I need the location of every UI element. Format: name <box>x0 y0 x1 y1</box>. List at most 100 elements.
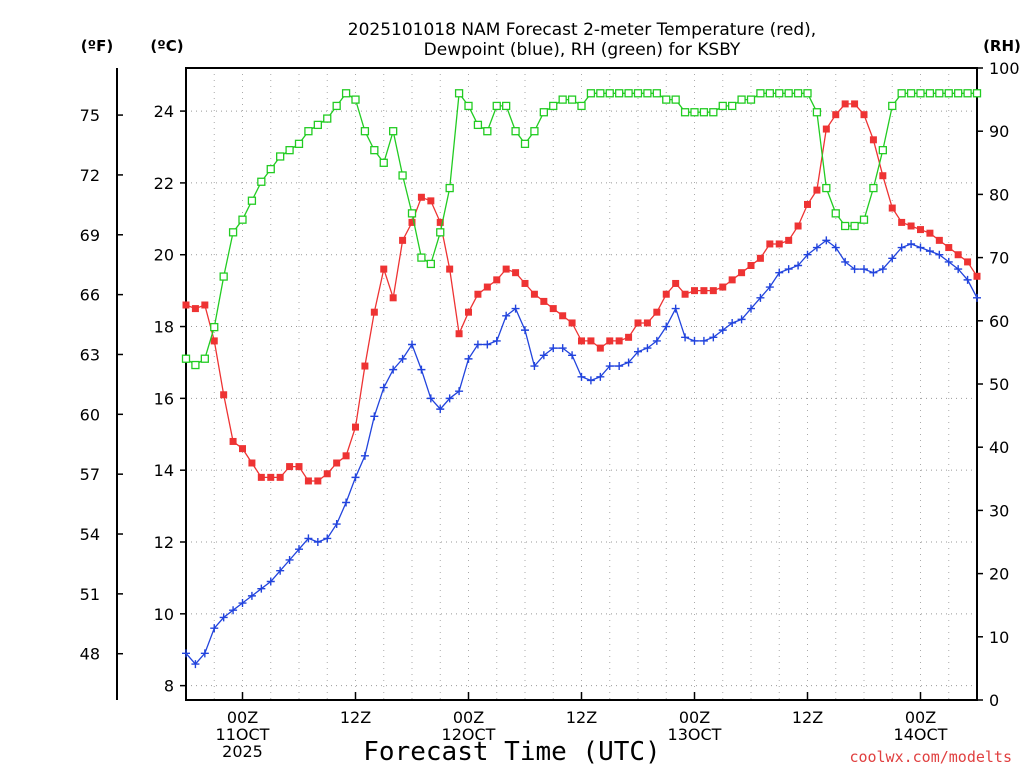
dewpoint-point <box>304 534 313 543</box>
dewpoint-point <box>728 318 737 327</box>
temperature-point <box>879 172 887 180</box>
dewpoint-point <box>295 545 303 554</box>
fahrenheit-tick-label: 75 <box>80 106 100 125</box>
temperature-point <box>888 204 896 212</box>
rh-point <box>285 146 294 155</box>
dewpoint-point <box>916 243 925 252</box>
rh-point <box>841 221 850 231</box>
dewpoint-point <box>709 333 718 342</box>
temperature-point <box>540 297 548 305</box>
dewpoint-point <box>521 326 529 335</box>
rh-point <box>483 127 492 136</box>
fahrenheit-tick-label: 72 <box>80 166 100 185</box>
dewpoint-point <box>690 336 699 345</box>
temperature-point <box>898 218 906 226</box>
rh-point <box>567 95 577 104</box>
temperature-point <box>220 391 228 399</box>
dewpoint-point <box>784 265 793 274</box>
temperature-point <box>502 265 510 273</box>
rh-point <box>370 146 379 155</box>
dewpoint-point <box>624 358 633 367</box>
dewpoint-point <box>869 268 878 277</box>
temperature-point <box>333 459 341 467</box>
plot-frame <box>185 67 978 701</box>
rh-point <box>888 101 897 111</box>
dewpoint-point <box>615 362 624 371</box>
temperature-point <box>483 283 491 291</box>
temperature-point <box>399 236 407 244</box>
temperature-point <box>389 294 397 302</box>
dewpoint-point <box>765 283 774 292</box>
fahrenheit-tick-label: 66 <box>80 286 100 305</box>
rh-point <box>916 89 925 98</box>
temperature-point <box>672 279 680 287</box>
time-tick-label: 00Z <box>227 708 258 727</box>
rh-point <box>803 89 812 98</box>
rh-point <box>539 108 548 117</box>
temperature-point <box>568 319 576 327</box>
temperature-point <box>917 226 924 234</box>
dewpoint-point <box>671 304 680 313</box>
rh-point <box>746 95 756 104</box>
dewpoint-point <box>794 261 803 270</box>
dewpoint-point <box>285 555 294 564</box>
fahrenheit-tick-label: 48 <box>80 645 100 664</box>
dewpoint-point <box>775 268 784 277</box>
rh-tick-label: 100 <box>989 59 1020 78</box>
temperature-point <box>559 312 567 320</box>
rh-point <box>294 139 304 148</box>
temperature-point <box>323 470 331 478</box>
temperature-point <box>653 308 661 316</box>
rh-point <box>633 89 643 98</box>
rh-point <box>615 89 624 98</box>
fahrenheit-unit-label: (ºF) <box>81 37 113 55</box>
dewpoint-point <box>398 354 407 363</box>
rh-tick-label: 50 <box>989 375 1009 394</box>
y-axis-ticks: 8 10 12 14 16 18 20 22 24 48 51 54 57 60 63 66 69 72 75 0 10… <box>80 59 1020 710</box>
rh-point <box>756 89 765 98</box>
dewpoint-point <box>850 265 859 274</box>
temperature-point <box>427 197 435 205</box>
temperature-point <box>436 218 444 226</box>
rh-point <box>492 101 501 111</box>
dewpoint-point <box>219 613 228 622</box>
temperature-point <box>709 287 717 295</box>
temperature-point <box>229 437 237 445</box>
rh-point <box>963 89 972 98</box>
dewpoint-point <box>313 538 322 546</box>
dewpoint-point <box>502 311 511 320</box>
temperature-point <box>822 125 830 133</box>
time-tick-label: 12OCT <box>442 725 496 744</box>
time-tick-label: 12Z <box>340 708 371 727</box>
dewpoint-point <box>332 520 341 529</box>
dewpoint-point <box>662 322 671 331</box>
temperature-point <box>926 229 934 237</box>
dewpoint-point <box>191 660 200 669</box>
dewpoint-point <box>718 326 727 335</box>
temperature-point <box>756 254 764 262</box>
time-tick-label: 00Z <box>453 708 484 727</box>
rh-point <box>181 354 191 363</box>
dewpoint-point <box>652 336 661 345</box>
temperature-point <box>634 319 642 327</box>
rh-point <box>718 101 727 111</box>
temperature-point <box>775 240 783 248</box>
temperature-point <box>596 344 604 352</box>
dewpoint-point <box>473 340 482 349</box>
dewpoint-point <box>408 340 416 349</box>
temperature-point <box>342 452 350 460</box>
temperature-point <box>869 136 877 144</box>
rh-point <box>925 89 935 98</box>
temperature-point <box>728 276 736 284</box>
dewpoint-point <box>558 344 567 353</box>
dewpoint-point <box>257 584 266 593</box>
dewpoint-point <box>699 336 708 345</box>
temperature-point <box>276 473 284 481</box>
rh-tick-label: 80 <box>989 185 1009 204</box>
rh-point <box>549 101 558 111</box>
dewpoint-point <box>954 265 963 274</box>
rh-point <box>812 108 822 117</box>
dewpoint-point <box>436 405 445 414</box>
series-temperature <box>182 100 981 485</box>
temperature-point <box>521 279 529 287</box>
